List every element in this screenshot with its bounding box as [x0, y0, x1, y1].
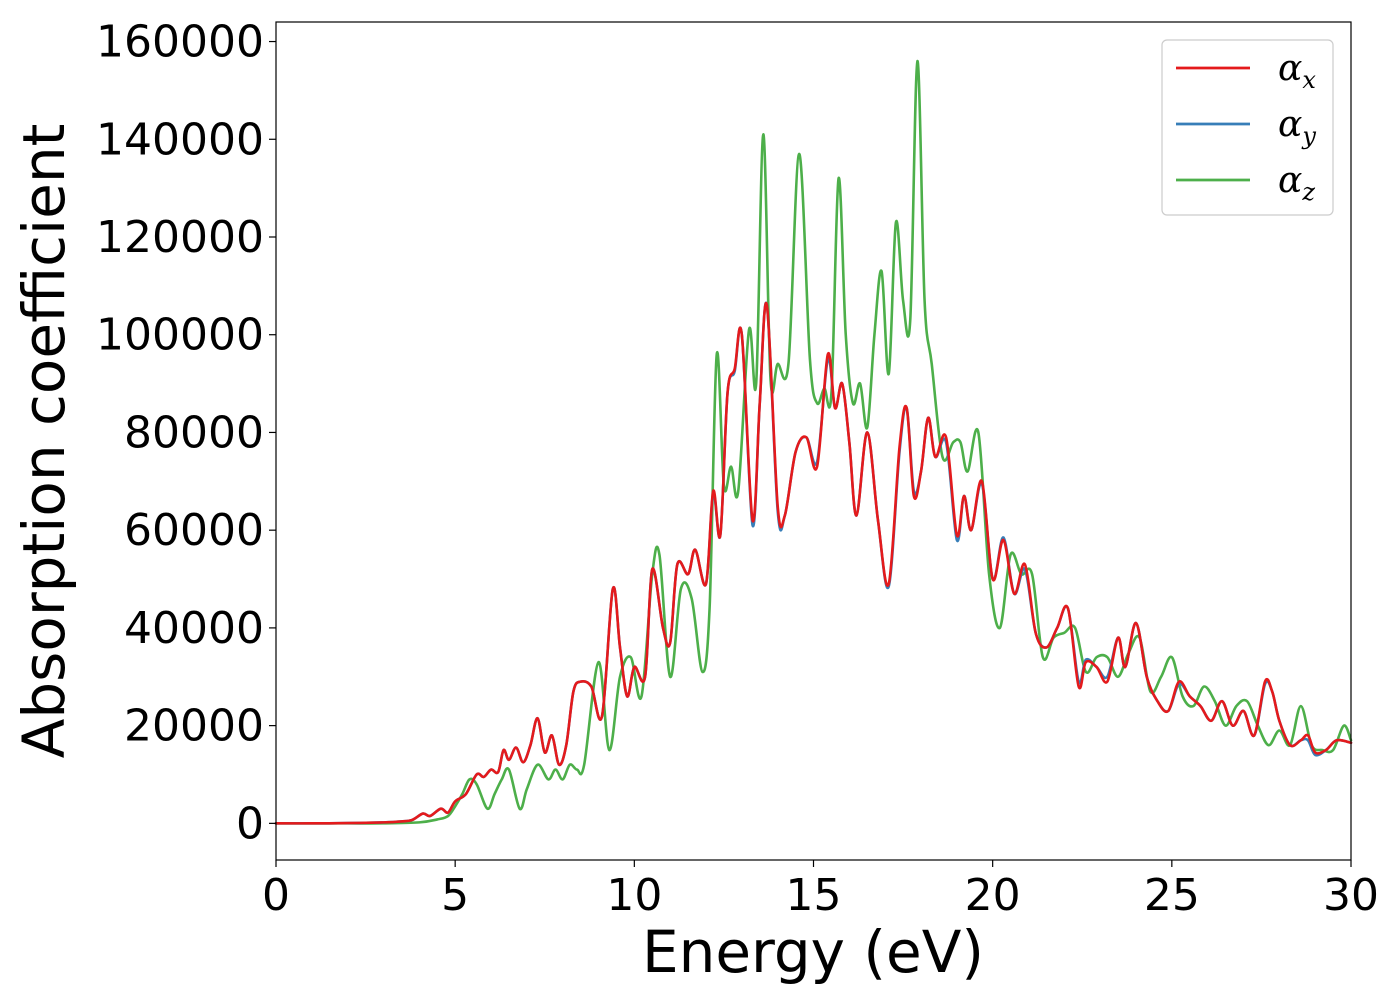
y-tick-label: 120000 — [96, 212, 264, 263]
legend-label-alpha-z: αz — [1278, 160, 1315, 206]
series-layer — [274, 59, 1353, 825]
series-line-alpha-x — [274, 301, 1353, 825]
y-axis-title: Absorption coefficient — [10, 124, 78, 759]
y-tick-label: 60000 — [124, 505, 264, 556]
x-tick-label: 25 — [1144, 870, 1200, 921]
y-tick-label: 20000 — [124, 701, 264, 752]
y-tick-label: 80000 — [124, 407, 264, 458]
x-tick-label: 30 — [1323, 870, 1379, 921]
legend-entries: αx αy αz — [1176, 48, 1316, 206]
y-tick-label: 160000 — [96, 17, 264, 68]
legend-box — [1161, 39, 1334, 216]
x-tick-label: 15 — [786, 870, 842, 921]
y-tick-label: 0 — [236, 798, 264, 849]
x-tick-label: 10 — [606, 870, 662, 921]
x-tick-label: 20 — [965, 870, 1021, 921]
y-tick-label: 40000 — [124, 603, 264, 654]
legend-label-alpha-y: αy — [1278, 104, 1316, 150]
legend-label-alpha-x: αx — [1278, 48, 1316, 94]
plot-frame — [275, 21, 1352, 861]
tick-layer: 0 5 10 15 20 25 30 0 20000 40000 60000 80000 100000 1… — [96, 17, 1379, 921]
x-tick-label: 5 — [441, 870, 469, 921]
y-tick-label: 100000 — [96, 310, 264, 361]
legend: αx αy αz — [1161, 39, 1334, 216]
x-axis-title: Energy (eV) — [642, 918, 984, 986]
x-tick-label: 0 — [262, 870, 290, 921]
y-tick-label: 140000 — [96, 114, 264, 165]
